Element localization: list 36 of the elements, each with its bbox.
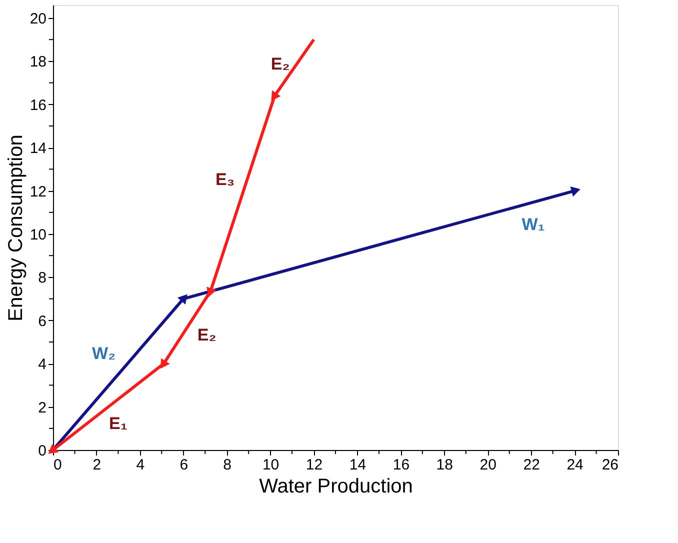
y-tick-label: 10 xyxy=(30,226,46,244)
x-tick-label: 18 xyxy=(436,456,453,474)
x-tick-label: 4 xyxy=(136,456,145,474)
y-tick-label: 0 xyxy=(38,442,46,460)
x-tick-label: 8 xyxy=(223,456,232,474)
x-tick-label: 20 xyxy=(480,456,496,474)
x-tick-label: 14 xyxy=(349,456,366,474)
y-axis-title: Energy Consumption xyxy=(4,134,27,322)
x-tick-label: 12 xyxy=(306,456,323,474)
point xyxy=(48,444,59,454)
x-tick-label: 10 xyxy=(262,456,280,474)
y-tick-label: 16 xyxy=(30,96,46,114)
y-tick-label: 8 xyxy=(38,270,46,287)
x-axis-title: Water Production xyxy=(259,476,413,498)
y-tick-label: 18 xyxy=(30,54,46,71)
x-tick-label: 2 xyxy=(92,456,102,474)
annotation: E₂ xyxy=(270,54,290,74)
y-tick-label: 14 xyxy=(30,140,46,158)
y-tick-label: 6 xyxy=(38,312,46,330)
y-tick-label: 2 xyxy=(38,399,46,416)
annotation: E₃ xyxy=(215,170,235,189)
x-tick-label: 16 xyxy=(392,456,410,474)
x-tick-label: 22 xyxy=(523,456,540,474)
x-tick-label: 0 xyxy=(54,456,62,474)
x-tick-label: 6 xyxy=(180,456,188,474)
annotation: W₁ xyxy=(522,215,545,234)
y-tick-label: 20 xyxy=(30,10,46,28)
x-tick-label: 24 xyxy=(566,456,584,474)
point xyxy=(206,286,216,297)
y-tick-label: 4 xyxy=(38,356,46,374)
annotation: W₂ xyxy=(92,344,116,363)
y-tick-label: 12 xyxy=(30,183,46,200)
x-tick-label: 26 xyxy=(602,456,618,474)
annotation: E₁ xyxy=(109,414,128,434)
annotation: E₂ xyxy=(197,326,216,345)
point xyxy=(160,358,170,369)
